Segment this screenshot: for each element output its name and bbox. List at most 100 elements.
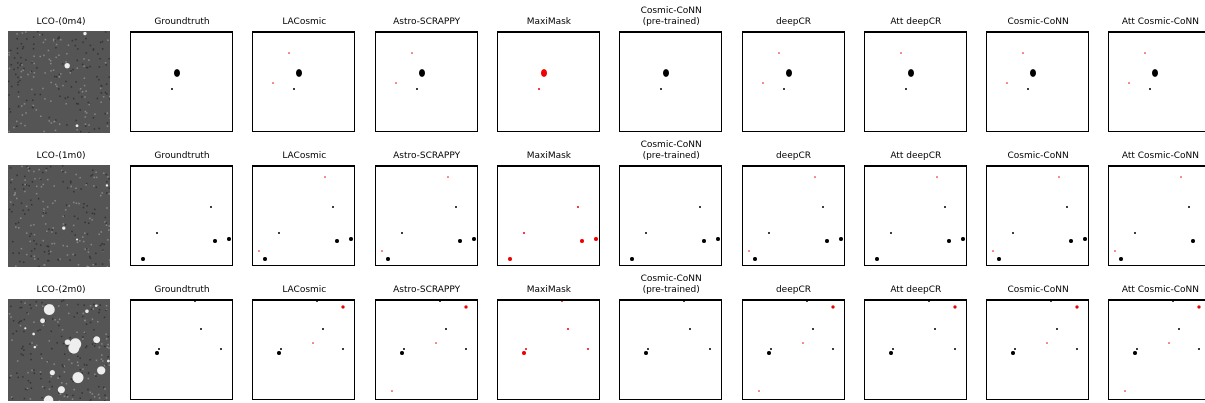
spot [21,301,23,303]
spot [10,316,12,318]
spot [86,112,88,114]
spot [107,356,109,358]
spot [34,72,36,74]
spot [778,52,780,54]
spot [95,263,97,265]
spot [105,64,107,66]
spot [71,363,73,365]
spot [1075,305,1078,308]
spot [61,336,63,338]
panel-title: LACosmic [243,17,365,28]
spot [50,370,55,375]
spot [27,167,29,169]
spot [74,254,76,256]
spot [73,225,75,227]
spot [12,333,14,335]
spot [24,213,26,215]
spot [103,244,105,246]
spot [89,256,91,258]
spot [1012,232,1014,234]
spot [1172,301,1174,302]
spot [663,69,669,77]
spot [66,383,68,385]
spot [18,322,20,324]
spot [42,215,44,217]
spot [101,358,103,360]
spot [37,330,39,332]
spot [822,206,824,208]
spot [25,59,27,61]
spot [324,176,326,178]
spot [80,188,82,190]
noise [8,299,110,401]
spot [105,92,107,94]
mask [620,301,721,400]
spot [50,331,52,333]
spot [24,103,26,105]
figure: LCO-(0m4)GroundtruthLACosmicAstro-SCRAPP… [0,0,1205,403]
spot [64,371,65,373]
spot [57,38,59,40]
spot [890,232,892,234]
spot [100,245,102,247]
spot [577,206,579,208]
spot [1014,348,1016,350]
spot [10,182,12,184]
spot [77,48,79,50]
spot [21,320,23,322]
mask-panel [986,299,1089,400]
spot [105,222,107,224]
spot [21,348,23,350]
spot [21,105,23,107]
spot [86,52,88,54]
spot [19,307,21,309]
spot [53,185,55,187]
panel-title: Att deepCR [855,151,977,162]
mask [865,167,966,266]
mask [376,301,477,400]
mask [1109,33,1205,132]
spot [65,224,67,226]
spot [68,359,70,361]
spot [20,217,22,219]
panel-title: deepCR [733,17,855,28]
mask-panel [497,31,600,132]
spot [79,177,81,179]
spot [85,111,87,113]
spot [27,372,29,374]
panel-title: LACosmic [243,151,365,162]
spot [23,188,25,190]
panel-title: Astro-SCRAPPY [366,151,488,162]
spot [580,239,584,243]
panel-title: MaxiMask [488,151,610,162]
spot [88,59,90,61]
spot [84,233,86,235]
mask-panel [742,165,845,266]
spot [95,253,97,255]
spot [55,57,57,59]
spot [1181,176,1183,178]
spot [48,253,50,255]
spot [70,70,72,72]
spot [75,120,77,122]
spot [86,345,88,347]
spot [523,232,525,234]
spot [101,92,103,94]
spot [9,313,11,315]
panel-title: Cosmic-CoNN (pre-trained) [610,140,732,162]
spot [108,193,110,195]
spot [23,331,25,333]
spot [683,301,685,302]
spot [18,96,20,98]
spot [96,76,98,78]
spot [88,378,90,380]
spot [31,387,33,389]
spot [50,70,52,72]
spot [100,88,102,90]
spot [50,251,52,253]
spot [25,31,27,33]
spot [57,321,59,323]
spot [43,55,45,57]
spot [82,368,84,370]
spot [227,237,231,241]
